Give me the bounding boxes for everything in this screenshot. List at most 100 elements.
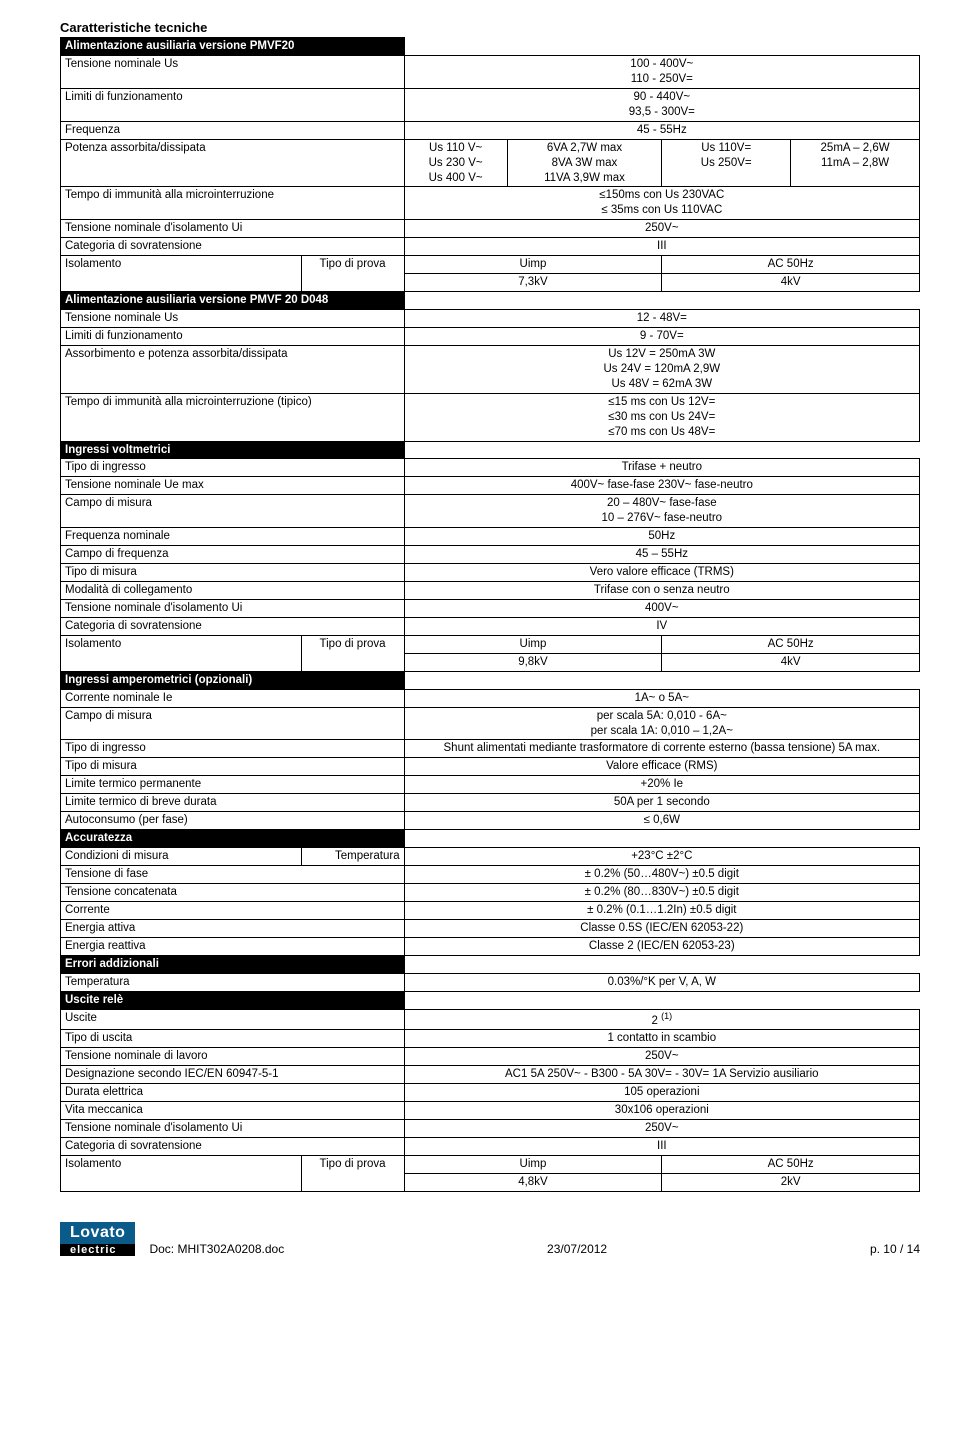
row-label: Condizioni di misura <box>61 848 302 866</box>
row-label: Autoconsumo (per fase) <box>61 812 405 830</box>
row-label: Tensione concatenata <box>61 883 405 901</box>
row-value: 2kV <box>662 1173 920 1191</box>
row-value: ≤150ms con Us 230VAC ≤ 35ms con Us 110VA… <box>404 187 919 220</box>
spec-table: Alimentazione ausiliaria versione PMVF20… <box>60 37 920 1192</box>
section-header: Alimentazione ausiliaria versione PMVF 2… <box>61 292 405 310</box>
row-value: 9 - 70V= <box>404 327 919 345</box>
row-value: 4kV <box>662 274 920 292</box>
row-value: 4,8kV <box>404 1173 662 1191</box>
footer-page: p. 10 / 14 <box>870 1242 920 1256</box>
row-label: Isolamento <box>61 635 302 671</box>
row-value: III <box>404 238 919 256</box>
row-label: Tipo di ingresso <box>61 459 405 477</box>
section-header: Uscite relè <box>61 991 405 1009</box>
row-value: 9,8kV <box>404 653 662 671</box>
row-value: Uimp <box>404 635 662 653</box>
logo-bottom: electric <box>60 1244 135 1256</box>
row-label: Corrente nominale Ie <box>61 689 405 707</box>
row-value: 12 - 48V= <box>404 310 919 328</box>
row-label: Categoria di sovratensione <box>61 617 405 635</box>
row-value: Classe 0.5S (IEC/EN 62053-22) <box>404 919 919 937</box>
row-label: Limite termico permanente <box>61 776 405 794</box>
row-value: Uimp <box>404 256 662 274</box>
section-header: Accuratezza <box>61 830 405 848</box>
section-header: Ingressi amperometrici (opzionali) <box>61 671 405 689</box>
row-sublabel: Tipo di prova <box>301 1155 404 1191</box>
row-value: per scala 5A: 0,010 - 6A~ per scala 1A: … <box>404 707 919 740</box>
row-value: 45 – 55Hz <box>404 546 919 564</box>
row-label: Tensione nominale Ue max <box>61 477 405 495</box>
row-label: Frequenza <box>61 121 405 139</box>
row-label: Isolamento <box>61 1155 302 1191</box>
row-label: Limiti di funzionamento <box>61 327 405 345</box>
row-label: Tensione nominale d'isolamento Ui <box>61 599 405 617</box>
row-value: AC1 5A 250V~ - B300 - 5A 30V= - 30V= 1A … <box>404 1066 919 1084</box>
row-value: 105 operazioni <box>404 1084 919 1102</box>
row-value: 4kV <box>662 653 920 671</box>
row-value: ≤ 0,6W <box>404 812 919 830</box>
row-label: Assorbimento e potenza assorbita/dissipa… <box>61 345 405 393</box>
logo: Lovato electric <box>60 1222 135 1256</box>
row-label: Isolamento <box>61 256 302 292</box>
row-label: Tipo di misura <box>61 564 405 582</box>
logo-top: Lovato <box>60 1222 135 1244</box>
row-label: Categoria di sovratensione <box>61 238 405 256</box>
row-value: 250V~ <box>404 1048 919 1066</box>
footer-date: 23/07/2012 <box>547 1242 607 1256</box>
row-label: Vita meccanica <box>61 1102 405 1120</box>
row-value: ± 0.2% (80…830V~) ±0.5 digit <box>404 883 919 901</box>
row-value: III <box>404 1137 919 1155</box>
row-label: Tempo di immunità alla microinterruzione… <box>61 393 405 441</box>
row-value: Uimp <box>404 1155 662 1173</box>
row-value: 50A per 1 secondo <box>404 794 919 812</box>
row-value: 1A~ o 5A~ <box>404 689 919 707</box>
row-label: Tensione nominale Us <box>61 55 405 88</box>
row-value: Us 110 V~ Us 230 V~ Us 400 V~ <box>404 139 507 187</box>
row-label: Energia attiva <box>61 919 405 937</box>
row-value: 90 - 440V~ 93,5 - 300V= <box>404 88 919 121</box>
row-sublabel: Tipo di prova <box>301 256 404 292</box>
row-label: Tempo di immunità alla microinterruzione <box>61 187 405 220</box>
row-value: Shunt alimentati mediante trasformatore … <box>404 740 919 758</box>
row-value: ± 0.2% (0.1…1.2In) ±0.5 digit <box>404 901 919 919</box>
section-header: Alimentazione ausiliaria versione PMVF20 <box>61 38 405 56</box>
row-label: Durata elettrica <box>61 1084 405 1102</box>
row-label: Tipo di misura <box>61 758 405 776</box>
row-value: ± 0.2% (50…480V~) ±0.5 digit <box>404 866 919 884</box>
row-label: Tensione nominale di lavoro <box>61 1048 405 1066</box>
row-label: Tensione nominale d'isolamento Ui <box>61 220 405 238</box>
row-label: Limite termico di breve durata <box>61 794 405 812</box>
row-value: AC 50Hz <box>662 1155 920 1173</box>
row-value: 250V~ <box>404 220 919 238</box>
row-value: 2 (1) <box>404 1009 919 1030</box>
row-value: Valore efficace (RMS) <box>404 758 919 776</box>
page-title: Caratteristiche tecniche <box>60 20 920 35</box>
footer: Lovato electric Doc: MHIT302A0208.doc 23… <box>60 1222 920 1256</box>
row-value: Classe 2 (IEC/EN 62053-23) <box>404 937 919 955</box>
row-label: Designazione secondo IEC/EN 60947-5-1 <box>61 1066 405 1084</box>
row-value: +23°C ±2°C <box>404 848 919 866</box>
row-value: Vero valore efficace (TRMS) <box>404 564 919 582</box>
row-value: IV <box>404 617 919 635</box>
row-sublabel: Tipo di prova <box>301 635 404 671</box>
row-label: Categoria di sovratensione <box>61 1137 405 1155</box>
row-label: Limiti di funzionamento <box>61 88 405 121</box>
footer-doc: Doc: MHIT302A0208.doc <box>149 1242 284 1256</box>
row-value: 25mA – 2,6W 11mA – 2,8W <box>791 139 920 187</box>
row-label: Corrente <box>61 901 405 919</box>
row-sublabel: Temperatura <box>301 848 404 866</box>
row-label: Campo di frequenza <box>61 546 405 564</box>
row-value: 6VA 2,7W max 8VA 3W max 11VA 3,9W max <box>507 139 662 187</box>
row-value: 250V~ <box>404 1119 919 1137</box>
row-label: Modalità di collegamento <box>61 582 405 600</box>
row-value: AC 50Hz <box>662 635 920 653</box>
row-value: 45 - 55Hz <box>404 121 919 139</box>
row-value: ≤15 ms con Us 12V= ≤30 ms con Us 24V= ≤7… <box>404 393 919 441</box>
row-value: 7,3kV <box>404 274 662 292</box>
row-label: Campo di misura <box>61 707 405 740</box>
row-label: Potenza assorbita/dissipata <box>61 139 405 187</box>
section-header: Errori addizionali <box>61 955 405 973</box>
row-label: Tensione di fase <box>61 866 405 884</box>
row-value: Trifase con o senza neutro <box>404 582 919 600</box>
row-label: Campo di misura <box>61 495 405 528</box>
